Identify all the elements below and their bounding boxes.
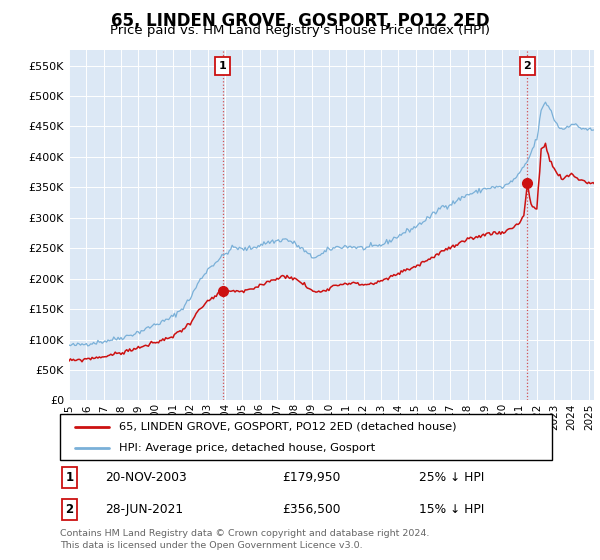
Text: 15% ↓ HPI: 15% ↓ HPI (419, 503, 484, 516)
Text: 2: 2 (524, 61, 532, 71)
Text: 2: 2 (65, 503, 74, 516)
Text: £179,950: £179,950 (282, 471, 340, 484)
Text: Price paid vs. HM Land Registry's House Price Index (HPI): Price paid vs. HM Land Registry's House … (110, 24, 490, 36)
Text: 65, LINDEN GROVE, GOSPORT, PO12 2ED (detached house): 65, LINDEN GROVE, GOSPORT, PO12 2ED (det… (119, 422, 457, 432)
Text: 65, LINDEN GROVE, GOSPORT, PO12 2ED: 65, LINDEN GROVE, GOSPORT, PO12 2ED (110, 12, 490, 30)
Text: 20-NOV-2003: 20-NOV-2003 (105, 471, 187, 484)
Text: 1: 1 (218, 61, 226, 71)
Text: 28-JUN-2021: 28-JUN-2021 (105, 503, 183, 516)
Text: 25% ↓ HPI: 25% ↓ HPI (419, 471, 484, 484)
Text: HPI: Average price, detached house, Gosport: HPI: Average price, detached house, Gosp… (119, 443, 375, 453)
Text: £356,500: £356,500 (282, 503, 340, 516)
Text: 1: 1 (65, 471, 74, 484)
Text: Contains HM Land Registry data © Crown copyright and database right 2024.
This d: Contains HM Land Registry data © Crown c… (60, 529, 430, 550)
FancyBboxPatch shape (60, 414, 552, 460)
